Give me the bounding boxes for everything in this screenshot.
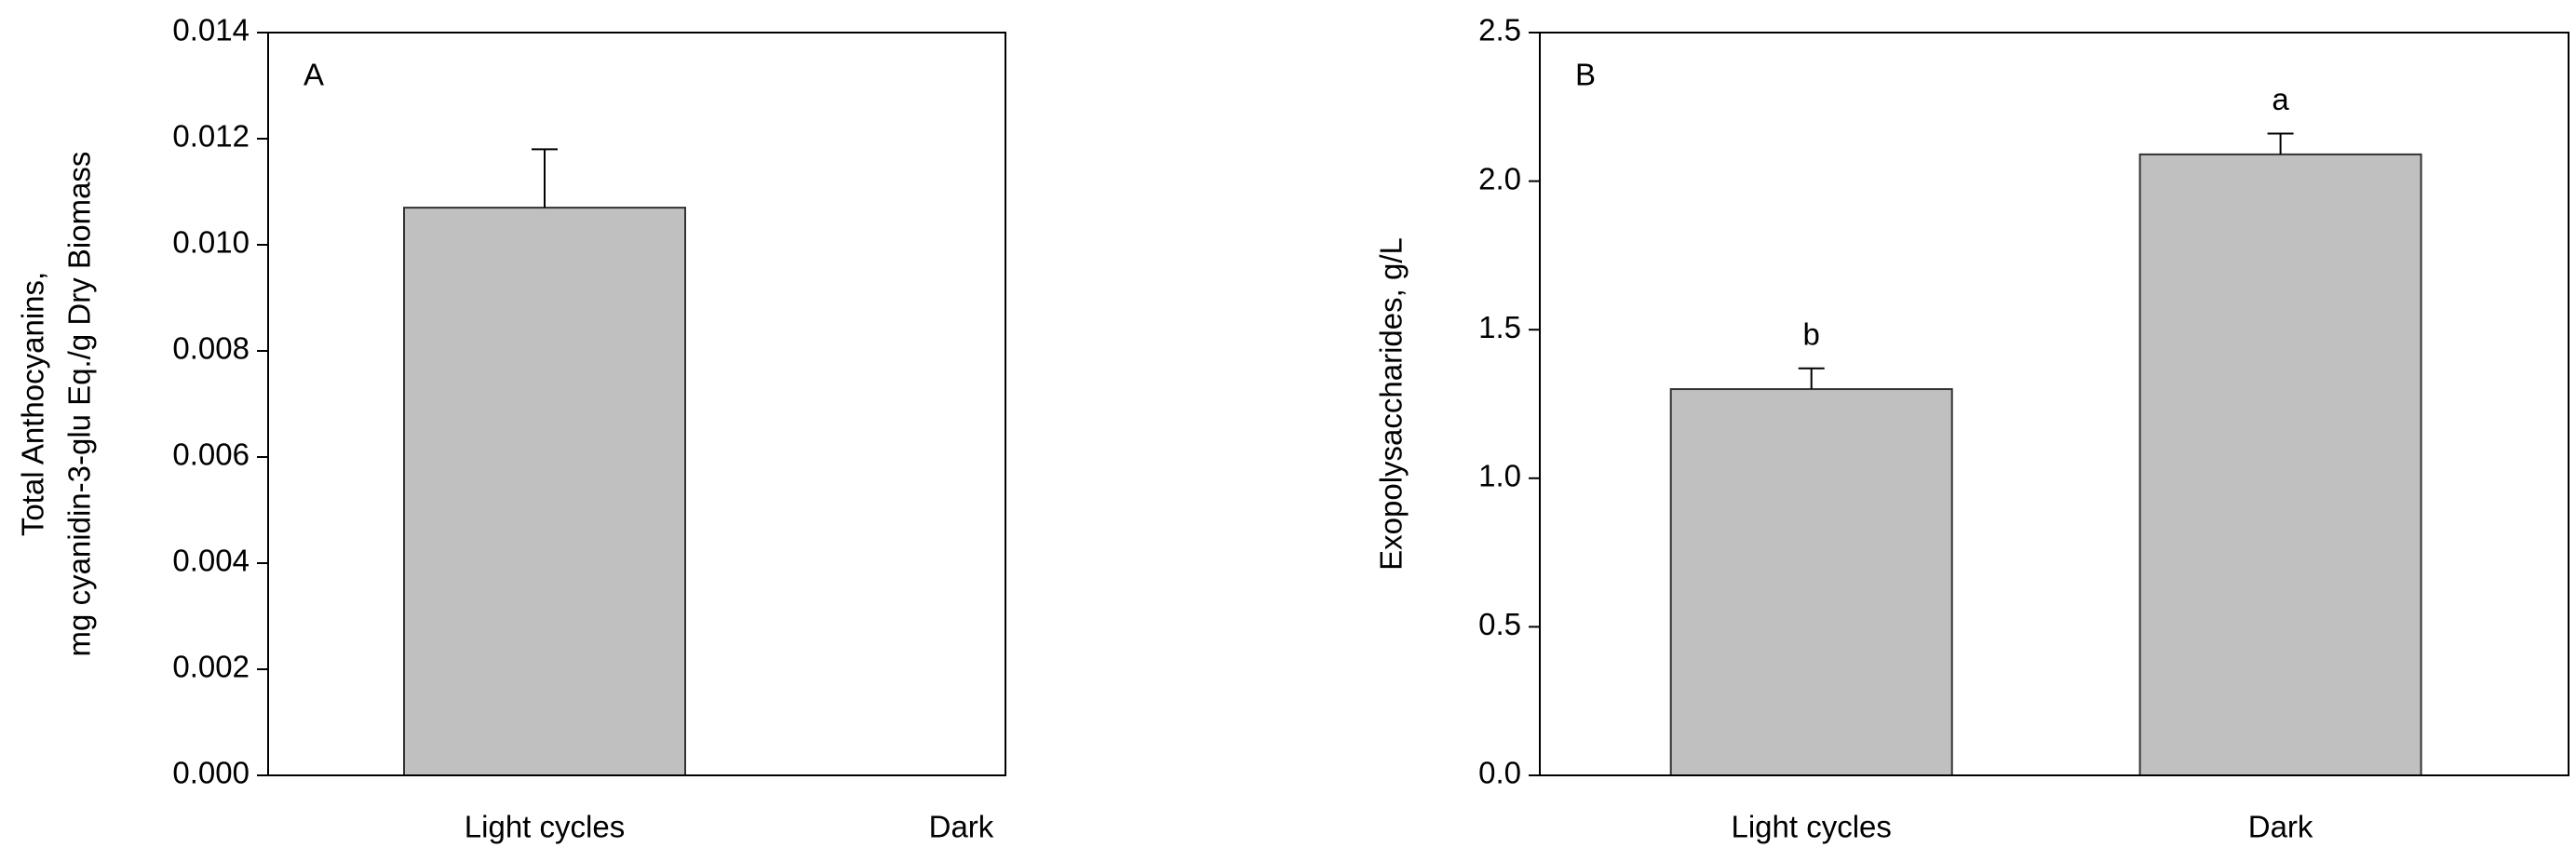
bar bbox=[403, 207, 686, 777]
y-tick-label: 0.5 bbox=[1478, 607, 1521, 641]
error-bar bbox=[1798, 367, 1825, 390]
x-tick-label: Dark bbox=[929, 810, 994, 844]
y-tick-label: 0.002 bbox=[172, 650, 250, 684]
y-tick-label: 0.006 bbox=[172, 437, 250, 472]
x-tick-label: Dark bbox=[2248, 810, 2313, 844]
y-axis-label: Total Anthocyanins, bbox=[16, 272, 50, 536]
error-bar bbox=[532, 148, 558, 209]
y-tick-label: 1.0 bbox=[1478, 459, 1521, 493]
y-tick-label: 1.5 bbox=[1478, 310, 1521, 344]
y-tick-label: 0.008 bbox=[172, 331, 250, 366]
y-tick-label: 0.0 bbox=[1478, 756, 1521, 790]
plot-frame bbox=[267, 32, 1006, 776]
x-tick-label: Light cycles bbox=[465, 810, 625, 844]
y-tick-label: 0.012 bbox=[172, 119, 250, 154]
y-tick-label: 0.004 bbox=[172, 544, 250, 578]
panel-label: B bbox=[1575, 58, 1596, 92]
y-axis-label: Exopolysaccharides, g/L bbox=[1374, 237, 1409, 571]
error-bar bbox=[2267, 132, 2294, 155]
y-tick-label: 0.014 bbox=[172, 13, 250, 47]
panel-label: A bbox=[303, 58, 324, 92]
significance-label: b bbox=[1803, 316, 1820, 351]
x-tick-label: Light cycles bbox=[1732, 810, 1892, 844]
y-tick-label: 2.5 bbox=[1478, 13, 1521, 47]
y-tick-label: 2.0 bbox=[1478, 161, 1521, 195]
bar bbox=[1669, 388, 1953, 776]
bar bbox=[2138, 153, 2422, 776]
significance-label: a bbox=[2272, 82, 2289, 116]
y-tick-label: 0.010 bbox=[172, 225, 250, 260]
y-tick-label: 0.000 bbox=[172, 756, 250, 790]
plot-frame bbox=[1539, 32, 2569, 776]
y-axis-label: mg cyanidin-3-glu Eq./g Dry Biomass bbox=[62, 152, 97, 657]
